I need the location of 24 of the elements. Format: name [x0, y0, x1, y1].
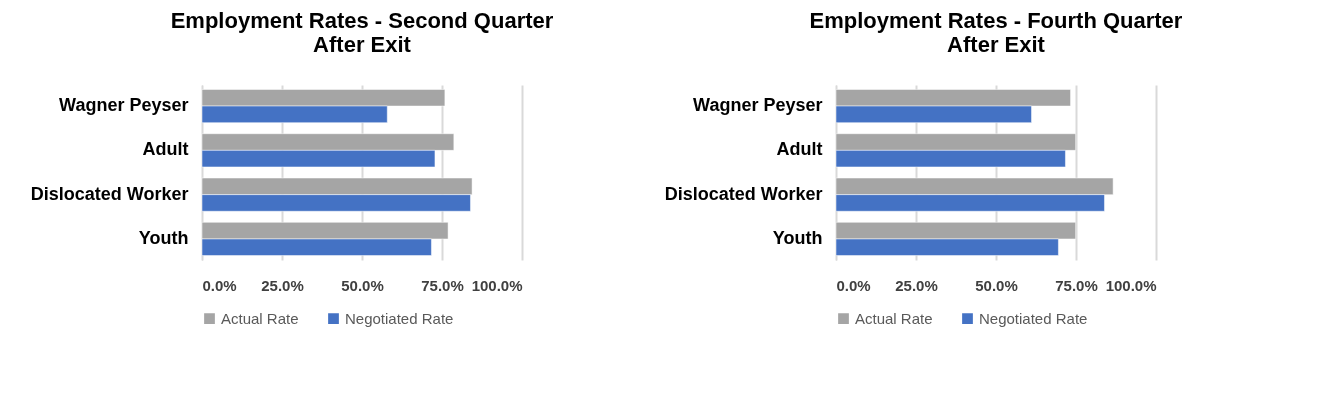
legend-label: Actual Rate: [855, 309, 933, 327]
legend-label: Negotiated Rate: [979, 309, 1088, 327]
y-tick-label: Adult: [142, 139, 189, 160]
y-tick-label: Wagner Peyser: [59, 95, 189, 116]
y-tick-label: Youth: [772, 227, 823, 248]
x-tick-label: 25.0%: [261, 276, 304, 294]
y-tick-label: Adult: [776, 139, 823, 160]
x-tick-label: 25.0%: [895, 276, 938, 294]
chart-title: Employment Rates - Fourth Quarter After Exit: [809, 8, 1183, 57]
chart-title: Employment Rates - Second Quarter After Exit: [170, 8, 554, 57]
y-tick-label: Wagner Peyser: [693, 95, 823, 116]
x-tick-label: 50.0%: [975, 276, 1018, 294]
x-tick-label: 0.0%: [202, 276, 237, 294]
x-tick-label: 75.0%: [421, 276, 464, 294]
x-tick-label: 100.0%: [471, 276, 523, 294]
y-tick-label: Youth: [138, 227, 189, 248]
x-tick-label: 50.0%: [341, 276, 384, 294]
y-tick-label: Dislocated Worker: [30, 183, 189, 204]
x-tick-label: 75.0%: [1055, 276, 1098, 294]
y-tick-label: Dislocated Worker: [664, 183, 823, 204]
legend-label: Actual Rate: [221, 309, 299, 327]
legend-label: Negotiated Rate: [345, 309, 454, 327]
x-tick-label: 0.0%: [836, 276, 871, 294]
x-tick-label: 100.0%: [1105, 276, 1157, 294]
